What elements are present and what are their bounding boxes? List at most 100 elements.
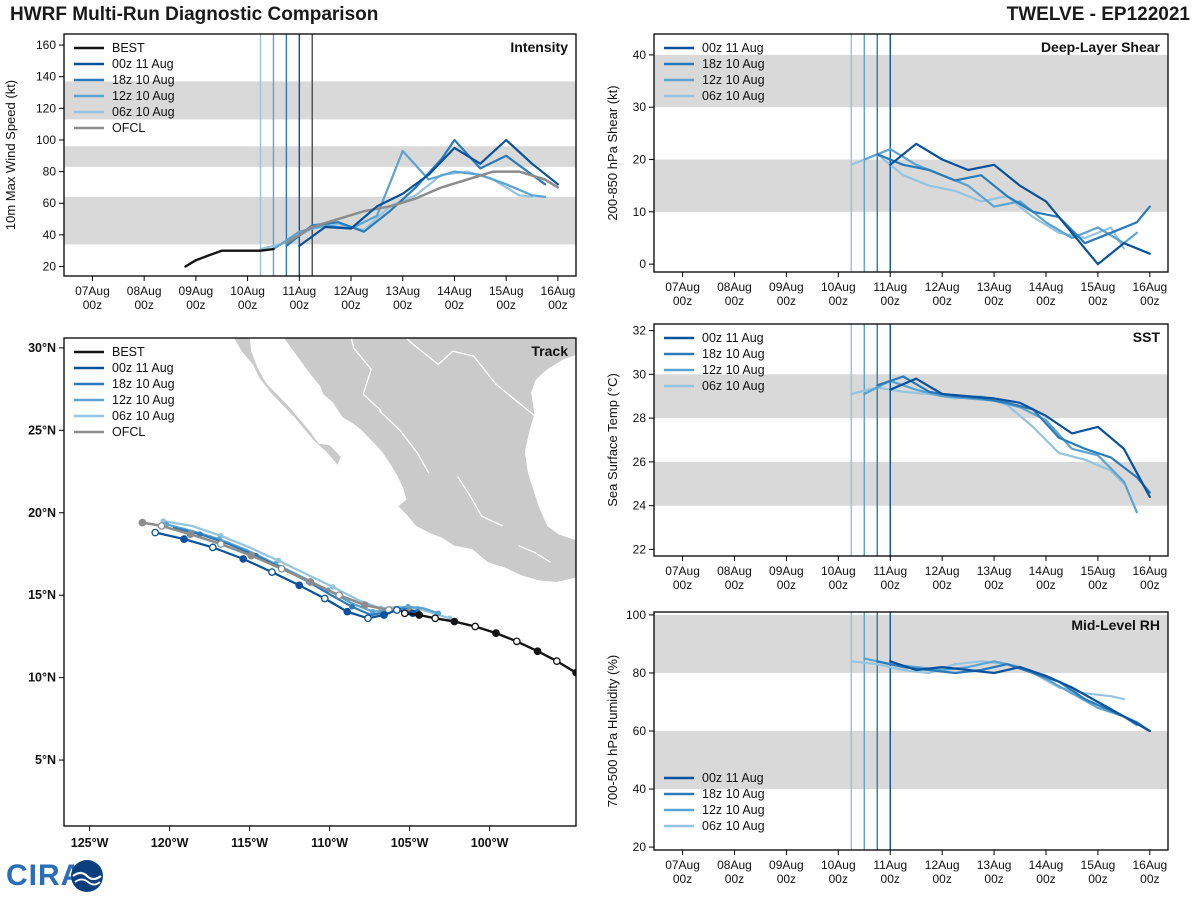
- svg-text:28: 28: [633, 411, 647, 425]
- svg-text:00z 11 Aug: 00z 11 Aug: [112, 57, 174, 71]
- svg-text:00z: 00z: [1088, 294, 1107, 308]
- position-marker: [186, 530, 195, 539]
- shaded-band: [64, 196, 576, 245]
- track-map: 125°W 120°W 115°W 110°W 105°W 100°W 5°N 10°N 15°…: [28, 337, 577, 850]
- svg-text:5°N: 5°N: [35, 753, 56, 767]
- svg-text:00z: 00z: [1140, 872, 1159, 886]
- svg-text:105°W: 105°W: [391, 836, 429, 850]
- svg-text:07Aug: 07Aug: [665, 564, 700, 578]
- svg-text:12z 10 Aug: 12z 10 Aug: [112, 89, 175, 103]
- position-marker: [138, 518, 147, 527]
- svg-text:00z: 00z: [186, 298, 205, 312]
- svg-text:15°N: 15°N: [28, 588, 56, 602]
- svg-text:20: 20: [633, 840, 647, 854]
- svg-text:00z 11 Aug: 00z 11 Aug: [702, 331, 764, 345]
- cira-globe-icon: [71, 860, 104, 892]
- svg-text:BEST: BEST: [112, 41, 145, 55]
- land-mass: [284, 338, 576, 582]
- series-18z-10-aug: [285, 138, 547, 247]
- svg-text:16Aug: 16Aug: [541, 284, 576, 298]
- position-marker: [492, 629, 500, 637]
- y-axis-label: 200-850 hPa Shear (kt): [605, 85, 620, 220]
- svg-text:00z: 00z: [1140, 578, 1159, 592]
- svg-text:00z: 00z: [829, 872, 848, 886]
- svg-text:11Aug: 11Aug: [873, 564, 907, 578]
- svg-text:06z 10 Aug: 06z 10 Aug: [112, 105, 175, 119]
- shaded-band: [654, 731, 1168, 790]
- svg-text:06z 10 Aug: 06z 10 Aug: [112, 409, 175, 423]
- svg-text:14Aug: 14Aug: [1029, 858, 1064, 872]
- svg-text:11Aug: 11Aug: [873, 858, 907, 872]
- position-marker: [370, 608, 376, 615]
- svg-text:06z 10 Aug: 06z 10 Aug: [702, 89, 765, 103]
- legend: 00z 11 Aug 18z 10 Aug 12z 10 Aug 06z 10 Aug: [664, 771, 765, 833]
- track-best: [404, 612, 576, 674]
- svg-text:26: 26: [633, 455, 647, 469]
- position-marker: [268, 568, 276, 576]
- svg-text:00z: 00z: [725, 294, 744, 308]
- svg-text:00z: 00z: [1036, 294, 1055, 308]
- position-marker: [335, 591, 344, 600]
- position-marker: [247, 551, 256, 560]
- svg-text:09Aug: 09Aug: [769, 564, 804, 578]
- svg-text:24: 24: [633, 499, 647, 513]
- svg-text:20°N: 20°N: [28, 506, 56, 520]
- position-marker: [552, 657, 561, 665]
- svg-text:00z: 00z: [445, 298, 464, 312]
- svg-text:12Aug: 12Aug: [925, 564, 960, 578]
- cira-logo-text: CIRA: [6, 859, 84, 892]
- svg-text:100: 100: [36, 133, 56, 147]
- svg-text:00z: 00z: [777, 294, 796, 308]
- svg-text:30: 30: [633, 100, 647, 114]
- svg-text:07Aug: 07Aug: [665, 858, 700, 872]
- legend: BEST 00z 11 Aug 18z 10 Aug 12z 10 Aug 06z 10…: [74, 41, 175, 135]
- svg-text:12z 10 Aug: 12z 10 Aug: [702, 803, 765, 817]
- svg-text:00z: 00z: [497, 298, 516, 312]
- svg-text:40: 40: [633, 48, 647, 62]
- series-00z-11-aug: [298, 138, 560, 247]
- svg-text:09Aug: 09Aug: [769, 858, 804, 872]
- position-marker: [431, 614, 440, 623]
- svg-text:00z: 00z: [829, 578, 848, 592]
- svg-text:00z: 00z: [548, 298, 567, 312]
- y-axis-label: 10m Max Wind Speed (kt): [3, 80, 18, 230]
- svg-text:00z: 00z: [777, 872, 796, 886]
- panel-title: Deep-Layer Shear: [1041, 39, 1161, 55]
- svg-text:00z: 00z: [984, 578, 1003, 592]
- svg-text:12Aug: 12Aug: [334, 284, 369, 298]
- series-12z-10-aug: [272, 149, 547, 251]
- svg-text:13Aug: 13Aug: [977, 280, 1012, 294]
- svg-text:125°W: 125°W: [71, 836, 109, 850]
- svg-text:110°W: 110°W: [311, 836, 348, 850]
- svg-text:15Aug: 15Aug: [1081, 858, 1116, 872]
- panel-title: Intensity: [510, 39, 568, 55]
- svg-text:100: 100: [626, 608, 646, 622]
- svg-text:30: 30: [633, 367, 647, 381]
- svg-text:00z: 00z: [1088, 578, 1107, 592]
- svg-text:10Aug: 10Aug: [821, 858, 856, 872]
- panel-title: Mid-Level RH: [1071, 617, 1160, 633]
- series-12z-10-aug: [863, 147, 1138, 245]
- series-00z-11-aug: [889, 377, 1151, 498]
- cira-logo: CIRA: [6, 854, 105, 898]
- svg-text:00z 11 Aug: 00z 11 Aug: [702, 41, 764, 55]
- position-marker: [306, 578, 315, 586]
- svg-text:10Aug: 10Aug: [230, 284, 265, 298]
- svg-text:40: 40: [43, 228, 57, 242]
- svg-text:00z: 00z: [673, 578, 692, 592]
- svg-text:10°N: 10°N: [28, 671, 56, 685]
- map-area: [138, 338, 576, 677]
- position-marker: [320, 594, 329, 603]
- svg-text:00z: 00z: [881, 294, 900, 308]
- svg-text:09Aug: 09Aug: [769, 280, 804, 294]
- svg-text:32: 32: [633, 324, 647, 338]
- state-border: [405, 338, 535, 417]
- series-00z-11-aug: [889, 142, 1151, 266]
- svg-text:16Aug: 16Aug: [1132, 280, 1167, 294]
- land-mass: [234, 338, 341, 465]
- series-18z-10-aug: [876, 153, 1151, 245]
- panel-title: SST: [1133, 329, 1161, 345]
- position-marker: [151, 528, 160, 537]
- svg-text:00z: 00z: [984, 294, 1003, 308]
